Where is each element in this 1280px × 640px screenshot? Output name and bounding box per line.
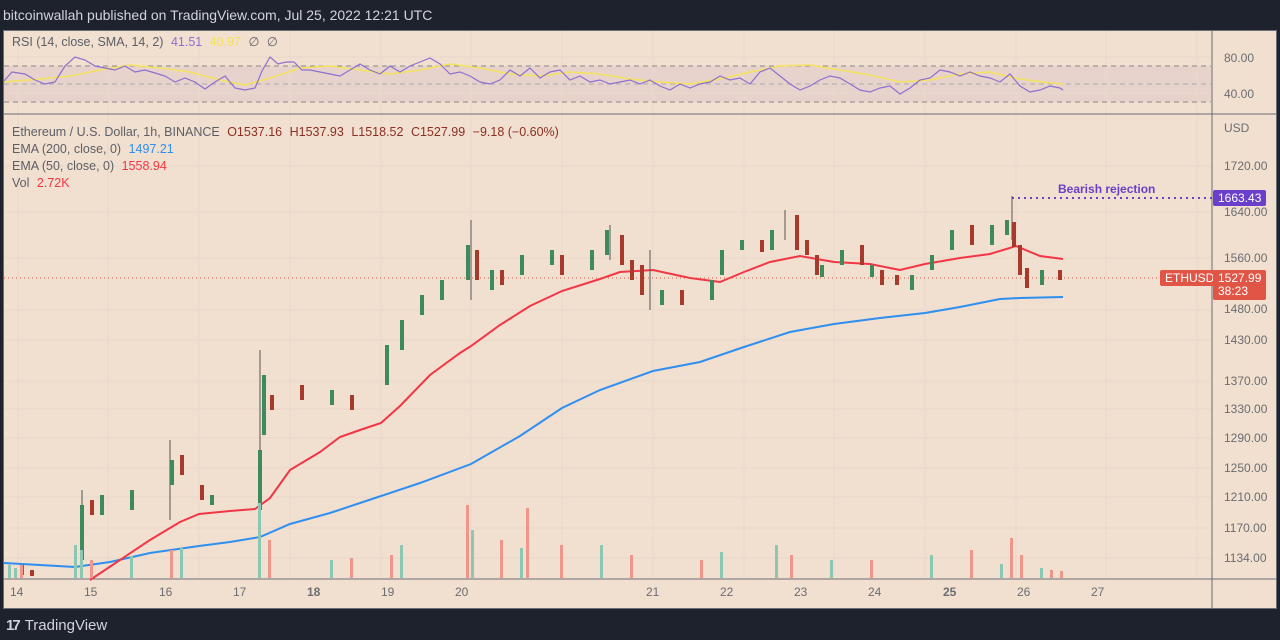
price-tick: 1290.00 (1224, 431, 1268, 445)
time-tick: 18 (307, 585, 321, 599)
price-tick: 1560.00 (1224, 251, 1268, 265)
price-tick: 1330.00 (1224, 402, 1268, 416)
ema200-line (3, 296, 1064, 569)
grid-horizontal (4, 56, 1211, 559)
time-tick: 14 (10, 585, 24, 599)
rsi-legend: RSI (14, close, SMA, 14, 2) 41.51 40.97 … (12, 34, 282, 49)
ohlc-change: −9.18 (−0.60%) (472, 125, 559, 139)
rsi-tick-40: 40.00 (1224, 87, 1255, 101)
rsi-legend-label: RSI (14, close, SMA, 14, 2) (12, 35, 164, 49)
publish-header: bitcoinwallah published on TradingView.c… (3, 7, 433, 23)
time-tick: 15 (84, 585, 98, 599)
ema50-line (89, 244, 1064, 581)
time-tick: 17 (233, 585, 247, 599)
vol-value: 2.72K (36, 176, 70, 190)
grid-vertical (17, 31, 1198, 578)
brand-name: TradingView (24, 616, 108, 634)
time-tick: 24 (868, 585, 882, 599)
price-tick: 1370.00 (1224, 374, 1268, 388)
bearish-rejection-annotation[interactable]: Bearish rejection (1058, 182, 1156, 196)
ohlc-open: O1537.16 (227, 125, 283, 139)
time-tick: 20 (455, 585, 469, 599)
bar-countdown: 38:23 (1218, 284, 1249, 298)
price-tick: 1170.00 (1224, 521, 1267, 535)
price-tick: 1134.00 (1224, 551, 1267, 565)
price-tick: 1250.00 (1224, 461, 1268, 475)
price-tick: 1640.00 (1224, 205, 1268, 219)
ema200-label: EMA (200, close, 0) (12, 142, 122, 156)
price-tick: 1720.00 (1224, 159, 1268, 173)
currency-label: USD (1224, 121, 1250, 135)
ema200-value: 1497.21 (128, 142, 174, 156)
symbol-title: Ethereum / U.S. Dollar, 1h, BINANCE (12, 125, 220, 139)
ohlc-low: L1518.52 (351, 125, 404, 139)
ohlc-close: C1527.99 (410, 125, 466, 139)
rsi-sma-line (3, 63, 1064, 86)
time-tick: 19 (381, 585, 395, 599)
time-tick: 16 (159, 585, 173, 599)
ema50-label: EMA (50, close, 0) (12, 159, 115, 173)
rsi-extra2: ∅ (266, 35, 278, 49)
rsi-sma-value: 40.97 (209, 35, 241, 49)
rsi-value: 41.51 (170, 35, 203, 49)
candlesticks (20, 196, 1062, 576)
tradingview-logo-icon: 17 (6, 616, 21, 634)
vol-label: Vol (12, 176, 30, 190)
time-tick: 27 (1091, 585, 1105, 599)
footer: 17 TradingView (6, 612, 107, 638)
volume-bars (8, 503, 1063, 578)
symbol-tag: ETHUSD (1160, 270, 1220, 286)
main-legend: Ethereum / U.S. Dollar, 1h, BINANCE O153… (12, 124, 563, 192)
last-price-tag: 1527.99 38:23 (1213, 270, 1267, 300)
rsi-extra1: ∅ (248, 35, 260, 49)
price-tick: 1480.00 (1224, 302, 1268, 316)
price-tick: 1430.00 (1224, 333, 1268, 347)
time-tick: 26 (1017, 585, 1031, 599)
ema50-value: 1558.94 (121, 159, 167, 173)
rejection-price-tag: 1663.43 (1213, 190, 1267, 206)
ohlc-high: H1537.93 (289, 125, 344, 139)
time-tick: 25 (943, 585, 957, 599)
rsi-tick-80: 80.00 (1224, 51, 1255, 65)
price-tick: 1210.00 (1224, 490, 1268, 504)
rsi-line (3, 56, 1064, 95)
time-tick: 21 (646, 585, 660, 599)
time-tick: 22 (720, 585, 734, 599)
last-price: 1527.99 (1218, 271, 1262, 285)
time-tick: 23 (794, 585, 808, 599)
rsi-levels (4, 65, 1211, 103)
